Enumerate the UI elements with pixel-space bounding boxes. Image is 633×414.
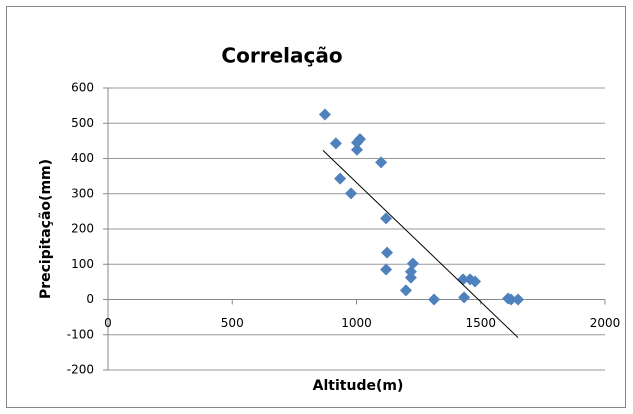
y-tick-label: 400 <box>71 151 94 165</box>
data-point <box>428 293 441 306</box>
data-point <box>380 212 393 225</box>
data-point <box>380 263 393 276</box>
chart-border <box>6 6 626 408</box>
y-tick-label: 300 <box>71 186 94 200</box>
data-point <box>375 156 388 169</box>
x-tick-label: 2000 <box>590 316 621 330</box>
x-axis-title: Altitude(m) <box>313 378 404 394</box>
y-tick-label: 200 <box>71 222 94 236</box>
data-point <box>334 172 347 185</box>
data-point <box>399 284 412 297</box>
y-axis-title: Precipitação(mm) <box>38 159 54 299</box>
y-tick-label: 0 <box>86 292 94 306</box>
x-tick-label: 1000 <box>341 316 372 330</box>
x-tick-label: 0 <box>104 316 112 330</box>
data-point <box>458 291 471 304</box>
trendline <box>322 150 519 338</box>
data-point <box>318 108 331 121</box>
data-point <box>404 271 417 284</box>
data-point <box>406 257 419 270</box>
y-tick-label: -200 <box>67 363 94 377</box>
data-point <box>353 133 366 146</box>
data-point <box>329 137 342 150</box>
data-point <box>345 187 358 200</box>
chart-title: Correlação <box>221 44 342 68</box>
x-tick-label: 1500 <box>465 316 496 330</box>
data-point <box>381 246 394 259</box>
data-point <box>505 293 518 306</box>
x-tick-label: 500 <box>221 316 244 330</box>
data-point <box>350 143 363 156</box>
y-tick-label: 600 <box>71 81 94 95</box>
data-point <box>469 275 482 288</box>
y-tick-label: 500 <box>71 116 94 130</box>
y-tick-label: -100 <box>67 327 94 341</box>
data-point <box>512 293 525 306</box>
y-tick-label: 100 <box>71 257 94 271</box>
